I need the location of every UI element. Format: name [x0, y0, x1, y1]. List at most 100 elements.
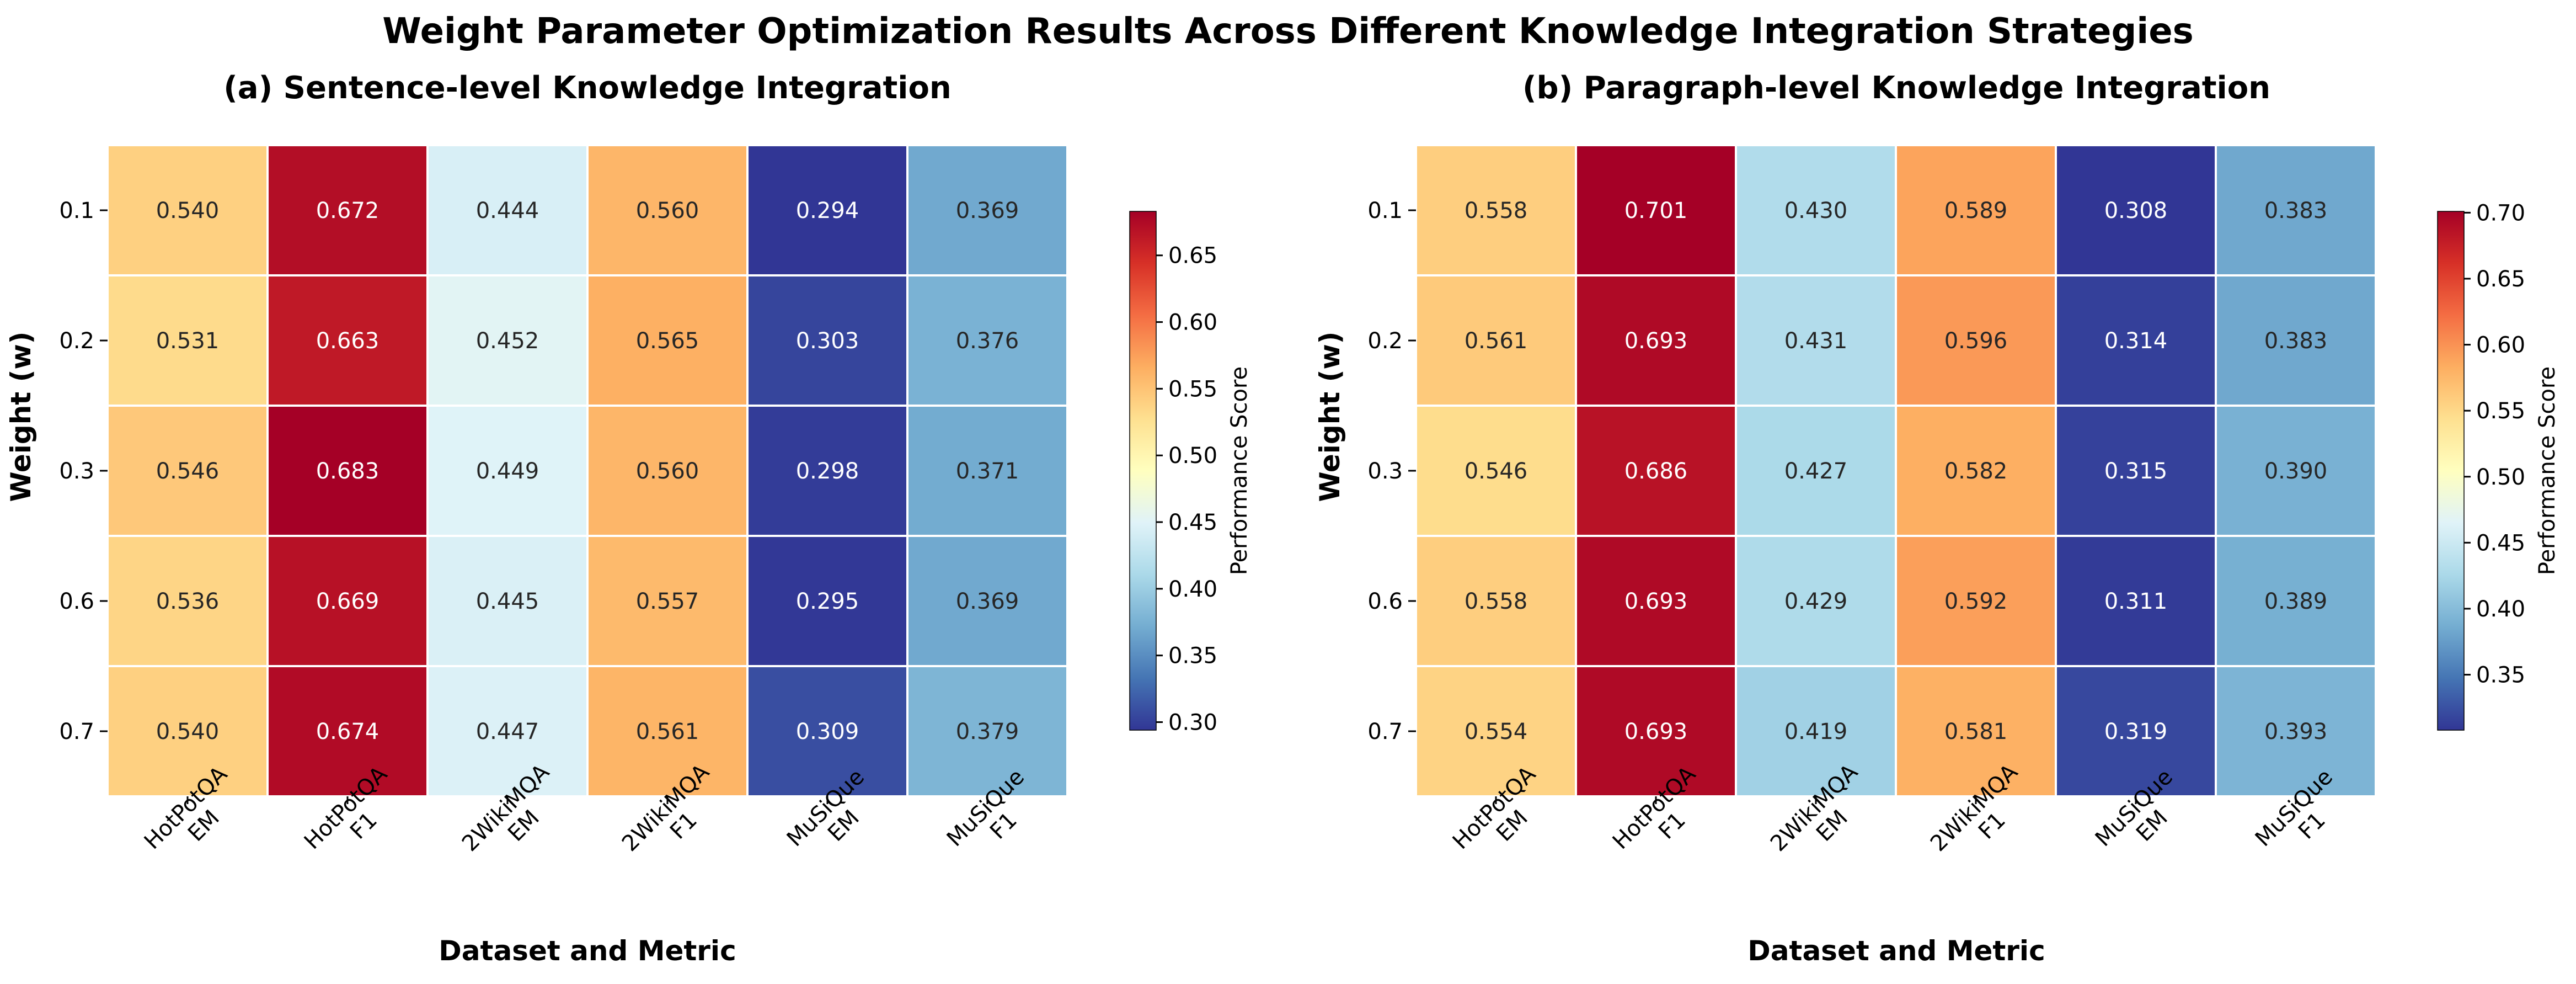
- heatmap-cell: [1575, 144, 1737, 276]
- heatmap-cell: [266, 535, 429, 667]
- heatmap-cell: [1895, 144, 2057, 276]
- colorbar-tick-label: 0.65: [1168, 243, 1217, 269]
- cell-value-label: 0.531: [156, 328, 220, 354]
- heatmap-panel-b: (b) Paragraph-level Knowledge Integratio…: [1314, 70, 2560, 967]
- cell-value-label: 0.663: [316, 328, 380, 354]
- heatmap-cell: [2055, 535, 2217, 667]
- cell-value-label: 0.540: [156, 198, 220, 224]
- colorbar-label: Performance Score: [2535, 366, 2560, 575]
- heatmap-cell: [1895, 405, 2057, 537]
- colorbar-tick-label: 0.50: [2476, 465, 2525, 490]
- cell-value-label: 0.369: [956, 198, 1019, 224]
- cell-value-label: 0.560: [636, 459, 699, 484]
- cell-value-label: 0.561: [1465, 328, 1528, 354]
- heatmap-cell: [906, 274, 1068, 407]
- y-tick-label: 0.7: [59, 719, 94, 744]
- cell-value-label: 0.557: [636, 589, 699, 614]
- heatmap-cell: [1575, 665, 1737, 797]
- heatmap-panel-a: (a) Sentence-level Knowledge Integration…: [5, 70, 1252, 967]
- cell-value-label: 0.431: [1784, 328, 1848, 354]
- y-tick-label: 0.1: [59, 198, 94, 224]
- cell-value-label: 0.452: [476, 328, 539, 354]
- cell-value-label: 0.596: [1944, 328, 2008, 354]
- cell-value-label: 0.383: [2264, 328, 2328, 354]
- cell-value-label: 0.298: [796, 459, 859, 484]
- heatmap-cell: [1415, 665, 1577, 797]
- y-axis-ticks: 0.1 0.2 0.3 0.6 0.7: [1367, 198, 1416, 744]
- heatmap-cell: [586, 405, 749, 537]
- heatmap-cell: [426, 665, 589, 797]
- colorbar-tick-label: 0.70: [2476, 200, 2525, 226]
- heatmap-cell: [2215, 405, 2377, 537]
- cell-value-label: 0.311: [2104, 589, 2168, 614]
- cell-value-label: 0.390: [2264, 459, 2328, 484]
- panel-title: (a) Sentence-level Knowledge Integration: [223, 70, 952, 106]
- y-axis-label: Weight (w): [1314, 331, 1346, 502]
- cell-value-label: 0.295: [796, 589, 859, 614]
- cell-value-label: 0.540: [156, 719, 220, 744]
- heatmap-cell: [2215, 274, 2377, 407]
- cell-value-label: 0.379: [956, 719, 1019, 744]
- heatmap-cell: [906, 535, 1068, 667]
- figure-title: Weight Parameter Optimization Results Ac…: [382, 11, 2193, 52]
- cell-value-label: 0.389: [2264, 589, 2328, 614]
- colorbar-tick-label: 0.40: [1168, 577, 1217, 602]
- cell-value-label: 0.686: [1624, 459, 1688, 484]
- cell-value-label: 0.371: [956, 459, 1019, 484]
- cell-value-label: 0.303: [796, 328, 859, 354]
- heatmap-cell: [266, 405, 429, 537]
- colorbar-tick-label: 0.55: [2476, 398, 2525, 424]
- cell-value-label: 0.444: [476, 198, 539, 224]
- colorbar-gradient: [1130, 211, 1156, 730]
- cell-value-label: 0.592: [1944, 589, 2008, 614]
- heatmap-cell: [266, 144, 429, 276]
- heatmap-cell: [1575, 274, 1737, 407]
- cell-value-label: 0.560: [636, 198, 699, 224]
- colorbar-tick-label: 0.65: [2476, 267, 2525, 292]
- heatmap-cell: [586, 665, 749, 797]
- cell-value-label: 0.589: [1944, 198, 2008, 224]
- y-tick-label: 0.3: [59, 459, 94, 484]
- cell-value-label: 0.427: [1784, 459, 1848, 484]
- cell-value-label: 0.294: [796, 198, 859, 224]
- cell-value-label: 0.383: [2264, 198, 2328, 224]
- x-axis-label: Dataset and Metric: [1747, 935, 2045, 967]
- heatmap-cells: 0.540 0.672 0.444 0.560 0.294 0.369 0.531 0.663…: [106, 144, 1068, 797]
- colorbar-tick-label: 0.60: [1168, 310, 1217, 336]
- cell-value-label: 0.669: [316, 589, 380, 614]
- colorbar-label: Performance Score: [1227, 366, 1252, 575]
- cell-value-label: 0.558: [1465, 589, 1528, 614]
- heatmap-cell: [106, 665, 269, 797]
- cell-value-label: 0.546: [1465, 459, 1528, 484]
- heatmap-cell: [1735, 535, 1897, 667]
- colorbar-tick-label: 0.60: [2476, 333, 2525, 358]
- cell-value-label: 0.701: [1624, 198, 1688, 224]
- colorbar-tick-label: 0.45: [1168, 510, 1217, 535]
- cell-value-label: 0.693: [1624, 589, 1688, 614]
- cell-value-label: 0.674: [316, 719, 380, 744]
- cell-value-label: 0.376: [956, 328, 1019, 354]
- heatmap-cell: [2215, 665, 2377, 797]
- heatmap-cell: [2215, 535, 2377, 667]
- heatmap-cell: [1735, 144, 1897, 276]
- cell-value-label: 0.430: [1784, 198, 1848, 224]
- cell-value-label: 0.693: [1624, 328, 1688, 354]
- colorbar: 0.30 0.35 0.40 0.45 0.50 0.55 0.60 0.65 Performa…: [1129, 211, 1252, 736]
- colorbar-tick-label: 0.55: [1168, 376, 1217, 402]
- heatmap-cell: [426, 144, 589, 276]
- cell-value-label: 0.319: [2104, 719, 2168, 744]
- y-tick-label: 0.6: [59, 589, 94, 614]
- x-axis-label: Dataset and Metric: [439, 935, 736, 967]
- heatmap-cell: [586, 535, 749, 667]
- cell-value-label: 0.554: [1465, 719, 1528, 744]
- cell-value-label: 0.546: [156, 459, 220, 484]
- heatmap-cell: [1415, 274, 1577, 407]
- colorbar-frame: [1129, 211, 1157, 731]
- colorbar-tick-label: 0.35: [1168, 643, 1217, 669]
- cell-value-label: 0.445: [476, 589, 539, 614]
- cell-value-label: 0.561: [636, 719, 699, 744]
- heatmap-cell: [426, 535, 589, 667]
- panel-title: (b) Paragraph-level Knowledge Integratio…: [1522, 70, 2270, 106]
